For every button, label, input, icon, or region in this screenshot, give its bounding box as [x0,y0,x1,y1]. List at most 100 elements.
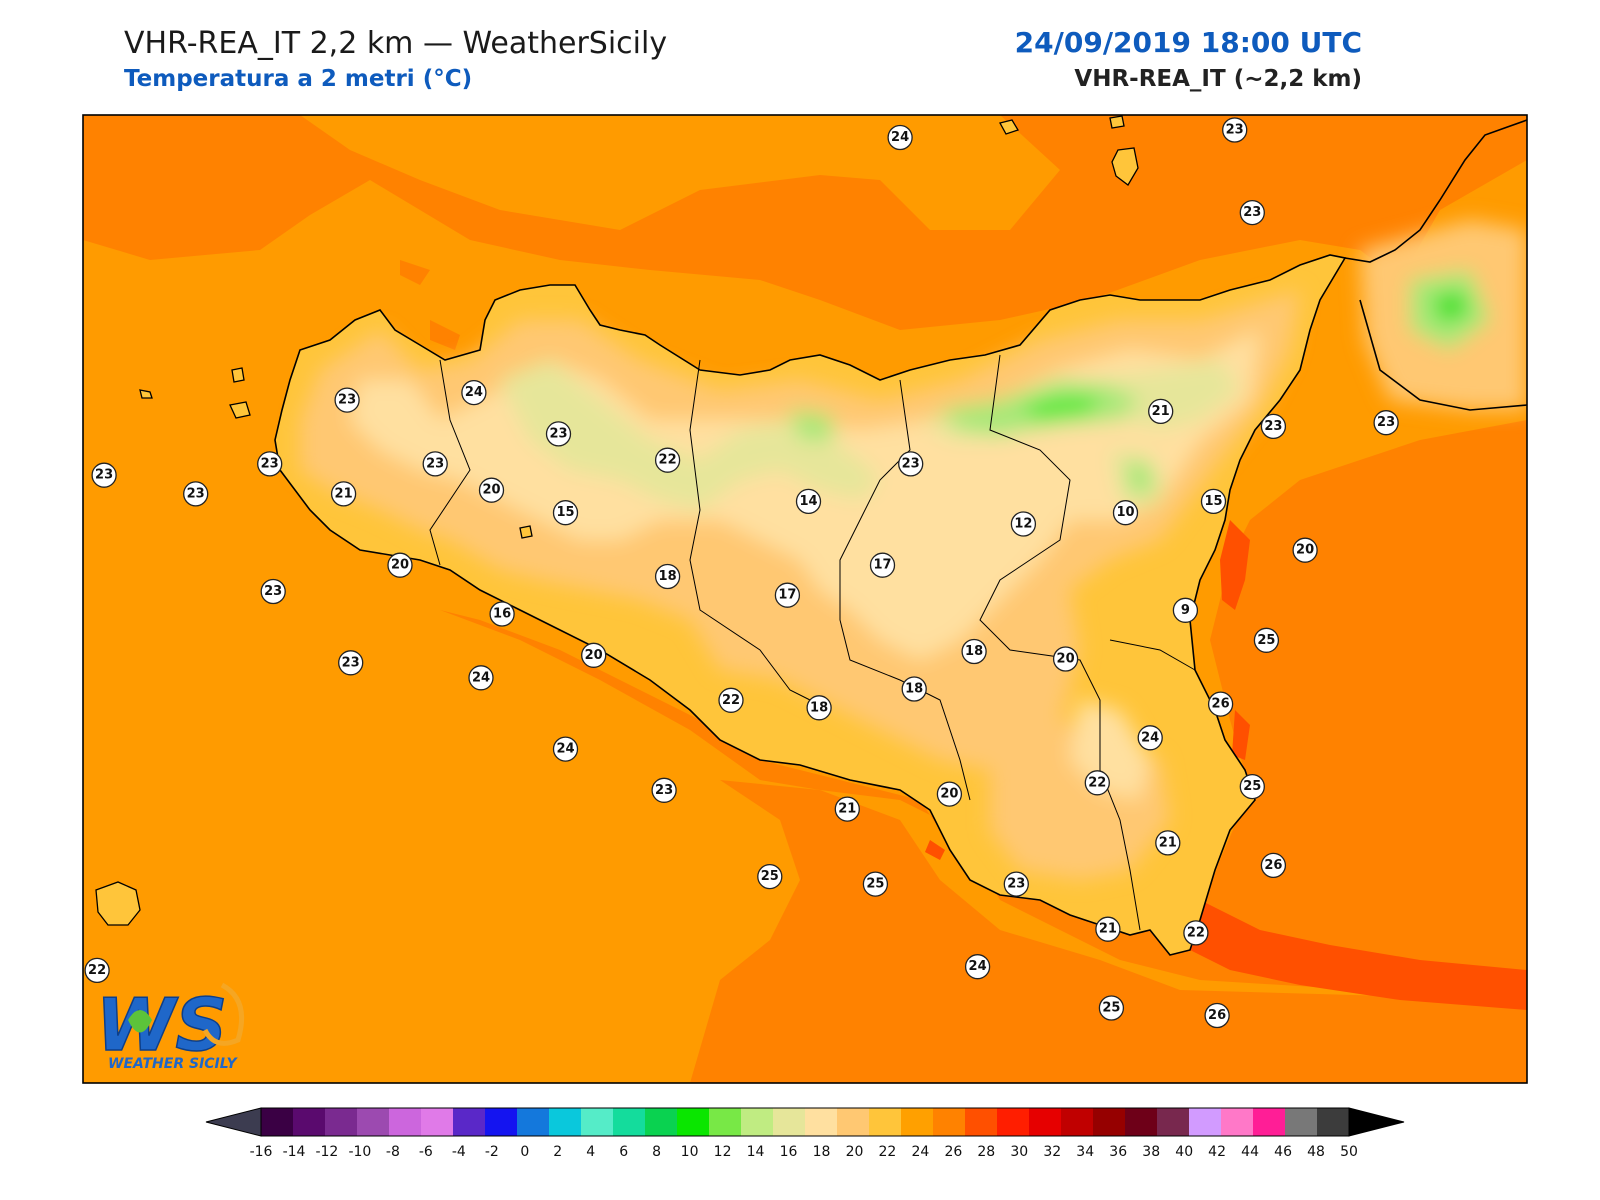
station-marker [806,695,832,721]
station-value: 23 [261,456,279,471]
station-marker [91,462,117,488]
colorbar-tick-label: 34 [1076,1144,1094,1160]
station-marker [898,451,924,477]
station-marker [468,665,494,691]
colorbar-cell [549,1108,582,1136]
colorbar-cell [1061,1108,1094,1136]
station-marker [489,601,515,627]
station-value: 20 [1057,652,1075,667]
station-marker [84,957,110,984]
station-value: 22 [1088,775,1106,790]
station-label: 25 [1253,627,1280,653]
station-value: 22 [1187,925,1205,940]
colorbar-cells [261,1108,1350,1136]
station-value: 14 [799,494,817,509]
sun-arc-icon [202,982,245,1046]
colorbar-tick-label: 26 [944,1144,962,1160]
station-label: 23 [422,451,448,477]
colorbar-cell [1029,1108,1062,1136]
station-value: 20 [585,648,603,663]
colorbar-tick-label: 46 [1274,1144,1292,1160]
station-label: 23 [183,481,209,507]
colorbar-tick-label: 50 [1340,1144,1358,1160]
station-marker [936,781,963,807]
station-marker [334,387,360,413]
colorbar-tick-label: -4 [452,1144,466,1160]
colorbar-cell [261,1108,294,1136]
colorbar-cell [357,1108,390,1136]
station-label: 22 [1084,770,1110,796]
colorbar-cell [389,1108,422,1136]
station-marker [545,421,572,447]
station-marker [1207,691,1234,717]
station-value: 22 [659,453,677,468]
colorbar-cell [1157,1108,1190,1136]
colorbar-cell [485,1108,518,1136]
station-value: 23 [187,486,205,501]
colorbar-tick-label: 8 [652,1144,661,1160]
station-value: 25 [1257,633,1275,648]
station-label: 26 [1260,852,1287,879]
station-label: 24 [964,954,991,980]
colorbar-tick-label: 16 [780,1144,798,1160]
calabria-coastline [1344,119,1527,411]
station-marker [1112,500,1139,526]
station-value: 18 [965,644,983,659]
colorbar-cell [1317,1108,1350,1136]
colorbar-cell [421,1108,454,1136]
station-value: 25 [1102,1001,1120,1016]
station-value: 17 [873,558,891,573]
colorbar-cell [517,1108,550,1136]
station-value: 23 [264,584,282,599]
station-value: 9 [1181,603,1190,618]
colorbar-cell [645,1108,678,1136]
station-marker [183,481,209,507]
colorbar-cell [805,1108,838,1136]
colorbar-tick-label: 10 [681,1144,699,1160]
station-value: 25 [1243,779,1261,794]
station-label: 26 [1207,691,1234,717]
station-marker [1084,770,1110,796]
station-marker [461,379,487,406]
station-value: 21 [1099,922,1117,937]
station-value: 23 [426,456,444,471]
station-value: 21 [335,486,353,501]
colorbar-tick-label: 0 [520,1144,529,1160]
station-marker [834,796,860,822]
station-label: 16 [489,601,515,627]
station-label: 23 [651,777,677,803]
station-marker [1260,852,1287,879]
colorbar-tick-label: 28 [977,1144,995,1160]
station-marker [1292,537,1318,563]
station-label: 18 [806,695,832,721]
station-label: 20 [387,552,413,578]
colorbar-cell [709,1108,742,1136]
station-value: 23 [1226,123,1244,138]
sea-hot-zones [925,520,1527,1010]
station-label: 14 [795,488,822,515]
small-islands [95,115,1139,926]
station-marker [260,578,286,605]
station-value: 17 [778,588,796,603]
station-marker [651,777,677,803]
station-label: 23 [545,421,572,447]
station-label: 24 [461,379,487,406]
station-marker [478,477,505,503]
station-label: 25 [757,863,783,890]
station-value: 21 [1159,835,1177,850]
station-value: 25 [761,869,779,884]
station-marker [1172,597,1199,623]
colorbar-cell [933,1108,966,1136]
map-frame [82,114,1528,1084]
station-marker [330,481,357,507]
station-label: 25 [862,871,889,897]
station-value: 23 [549,426,567,441]
station-marker [862,871,889,897]
station-label: 18 [654,563,681,590]
colorbar-cell [1093,1108,1126,1136]
sicily-coastline [274,254,1347,956]
station-value: 24 [465,385,483,400]
colorbar-cell [325,1108,358,1136]
colorbar-tick-label: 22 [878,1144,896,1160]
colorbar-tick-label: 36 [1109,1144,1127,1160]
